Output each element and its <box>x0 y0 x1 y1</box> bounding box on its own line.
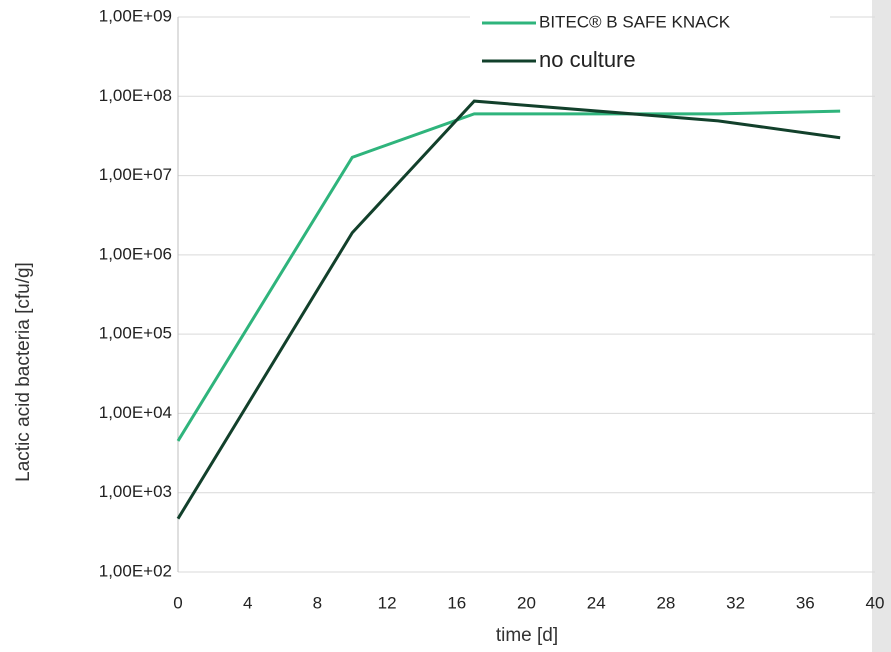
x-tick-label: 20 <box>517 593 536 612</box>
chart: time [d] Lactic acid bacteria [cfu/g] 1,… <box>0 0 891 652</box>
legend-label: no culture <box>539 47 636 72</box>
x-tick-label: 24 <box>587 593 606 612</box>
background-photo-edge <box>872 0 891 652</box>
y-tick-label: 1,00E+07 <box>99 165 172 184</box>
legend-label: BITEC® B SAFE KNACK <box>539 12 731 31</box>
x-tick-label: 36 <box>796 593 815 612</box>
series-line <box>178 101 840 519</box>
y-tick-label: 1,00E+04 <box>99 403 172 422</box>
y-tick-label: 1,00E+05 <box>99 324 172 343</box>
y-axis-title: Lactic acid bacteria [cfu/g] <box>13 262 34 482</box>
series-line <box>178 111 840 441</box>
x-tick-label: 8 <box>313 593 322 612</box>
x-tick-label: 32 <box>726 593 745 612</box>
x-tick-label: 16 <box>447 593 466 612</box>
y-tick-label: 1,00E+03 <box>99 482 172 501</box>
y-tick-label: 1,00E+06 <box>99 244 172 263</box>
x-tick-label: 40 <box>866 593 885 612</box>
y-tick-label: 1,00E+02 <box>99 561 172 580</box>
x-tick-label: 28 <box>656 593 675 612</box>
x-tick-label: 4 <box>243 593 252 612</box>
y-tick-label: 1,00E+08 <box>99 86 172 105</box>
y-tick-label: 1,00E+09 <box>99 6 172 25</box>
x-axis-title: time [d] <box>496 625 558 646</box>
x-tick-label: 0 <box>173 593 182 612</box>
x-tick-label: 12 <box>378 593 397 612</box>
